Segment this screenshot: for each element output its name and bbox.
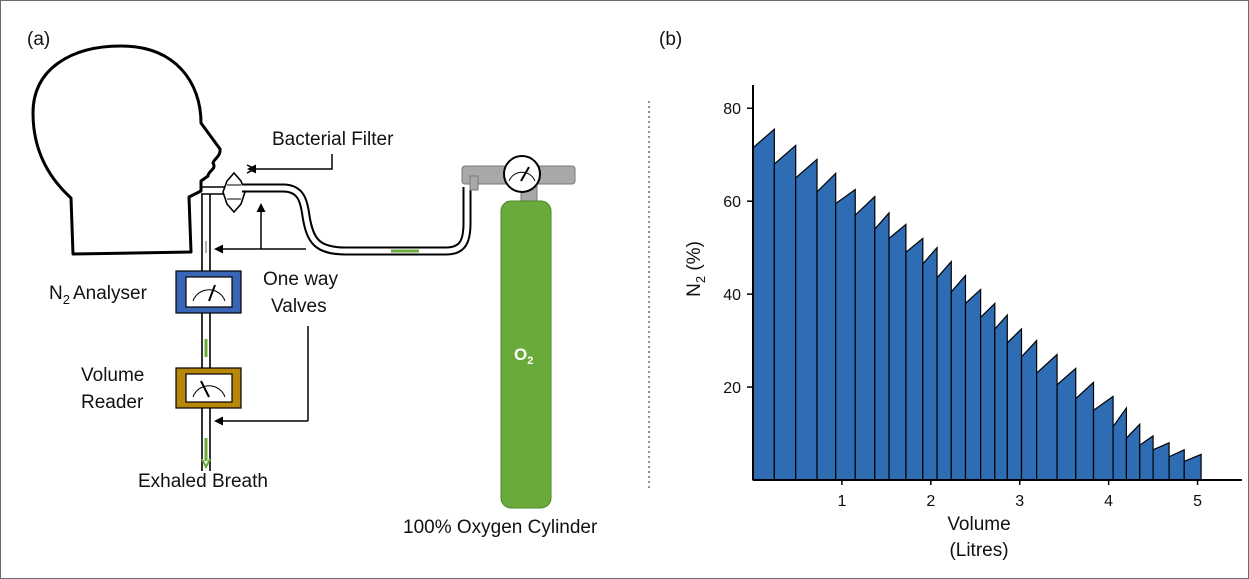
oxygen-cylinder: O2 [461, 155, 576, 509]
panel-a: (a) Bacterial Filter [27, 29, 598, 538]
chart-axes [752, 85, 1242, 481]
x-axis-unit: (Litres) [949, 540, 1008, 561]
o2-label: O2 [514, 345, 533, 367]
exhale-tube [201, 186, 229, 471]
breath-bar [752, 127, 775, 481]
panel-a-label: (a) [27, 29, 50, 50]
pressure-gauge [503, 155, 541, 193]
breath-bar [905, 237, 924, 481]
breath-bar [1092, 395, 1114, 481]
breath-bar [835, 188, 856, 481]
breath-bar [854, 195, 876, 481]
volume-label: Volume [81, 365, 144, 386]
chart-bars [752, 127, 1202, 481]
one-way-valve-pointers [214, 203, 309, 426]
reader-label: Reader [81, 392, 144, 413]
bacterial-filter-pointer [255, 154, 333, 170]
y-tick-label: 40 [723, 287, 741, 304]
x-tick-label: 2 [926, 493, 935, 510]
panel-b: (b) 20 40 60 80 1 2 3 4 5 N2 (%) Volume (Litres) [659, 29, 1242, 561]
breath-bar [874, 211, 890, 481]
cylinder-body [500, 200, 552, 509]
breath-bar [1056, 367, 1077, 481]
x-tick-label: 5 [1193, 493, 1202, 510]
arrowhead [247, 164, 256, 174]
breath-bar [994, 313, 1008, 481]
breath-bar [1112, 406, 1128, 481]
valves-label: Valves [271, 296, 327, 317]
breath-bar [888, 223, 907, 481]
breath-bar [795, 158, 818, 481]
gauge-needle [208, 284, 216, 302]
bacterial-filter-label: Bacterial Filter [272, 129, 394, 150]
gauge-needle [520, 166, 530, 182]
bacterial-filter [222, 171, 246, 214]
oxygen-hose [242, 183, 472, 256]
y-tick-label: 80 [723, 101, 741, 118]
arrowhead [256, 203, 266, 212]
gauge-needle [200, 380, 210, 398]
exhaled-flow-arrow [201, 458, 211, 470]
volume-reader [175, 367, 242, 409]
x-tick-label: 3 [1015, 493, 1024, 510]
breath-bar [964, 288, 982, 481]
breath-bar [1125, 422, 1141, 481]
arrowhead [214, 244, 223, 254]
one-way-label: One way [263, 269, 338, 290]
breath-bar [1139, 434, 1154, 481]
y-tick-label: 20 [723, 380, 741, 397]
arrowhead [214, 416, 223, 426]
breath-bar [950, 273, 967, 481]
breath-bar [1168, 448, 1185, 481]
y-axis-label: N2 (%) [684, 241, 708, 297]
chart-ticks: 20 40 60 80 1 2 3 4 5 [723, 101, 1202, 510]
breath-bar [816, 171, 837, 481]
breath-bar [922, 246, 938, 481]
panel-b-label: (b) [659, 29, 682, 50]
breath-bar [980, 301, 996, 481]
n2-analyser-label: N2 Analyser [49, 283, 148, 307]
head-silhouette [31, 44, 222, 256]
breath-bar [1183, 453, 1202, 481]
breath-bar [1020, 339, 1038, 481]
breath-bar [1036, 353, 1058, 481]
breath-bar [936, 259, 952, 481]
x-tick-label: 4 [1104, 493, 1113, 510]
x-tick-label: 1 [837, 493, 846, 510]
n2-analyser [175, 270, 242, 314]
breath-bar [1006, 327, 1023, 481]
breath-bar [1152, 441, 1170, 481]
y-tick-label: 60 [723, 194, 741, 211]
exhaled-breath-label: Exhaled Breath [138, 471, 268, 492]
x-axis-label: Volume [947, 514, 1010, 535]
cylinder-caption: 100% Oxygen Cylinder [403, 517, 598, 538]
breath-bar [773, 144, 797, 481]
breath-bar [1075, 381, 1095, 481]
